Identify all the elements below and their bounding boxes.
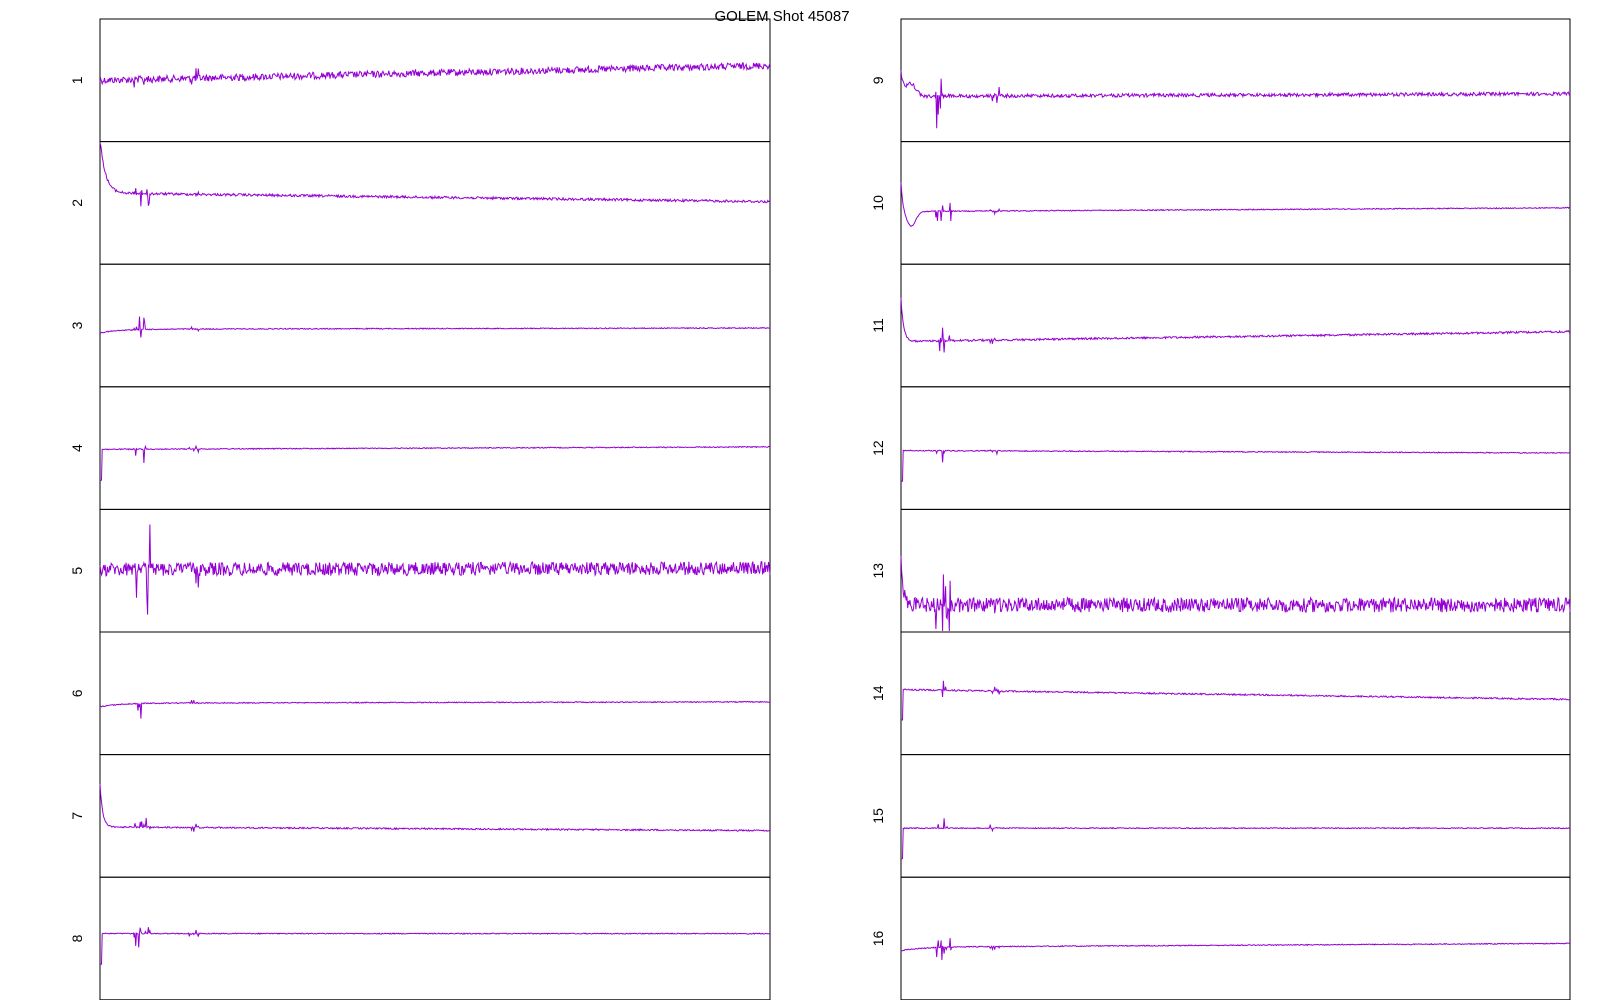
panel-frame-8 xyxy=(99,876,771,1000)
signal-trace-7 xyxy=(99,783,771,832)
panel-frame-11 xyxy=(900,263,1571,388)
signal-trace-14 xyxy=(901,680,1571,721)
panel-label-2: 2 xyxy=(69,199,85,207)
panel-label-13: 13 xyxy=(870,563,886,579)
signal-trace-11 xyxy=(900,297,1571,353)
panel-label-9: 9 xyxy=(870,76,886,84)
panel-label-1: 1 xyxy=(69,76,85,84)
signal-trace-16 xyxy=(900,938,1570,961)
signal-trace-4 xyxy=(99,444,771,481)
panel-label-3: 3 xyxy=(69,321,85,329)
signal-trace-1 xyxy=(99,62,771,88)
panel-label-15: 15 xyxy=(870,808,886,824)
panel-frame-3 xyxy=(99,263,771,388)
panel-frame-12 xyxy=(900,386,1571,510)
panel-frame-9 xyxy=(900,18,1571,143)
panel-frame-10 xyxy=(900,141,1571,265)
panel-label-10: 10 xyxy=(870,195,886,211)
panel-frame-16 xyxy=(900,876,1571,1000)
panel-frame-14 xyxy=(900,631,1571,756)
signal-trace-13 xyxy=(900,555,1571,632)
panel-frame-13 xyxy=(900,508,1571,633)
panel-frame-2 xyxy=(99,141,771,265)
panel-label-8: 8 xyxy=(69,934,85,942)
panel-frame-7 xyxy=(99,754,771,878)
signal-trace-6 xyxy=(99,699,771,719)
signal-trace-15 xyxy=(900,818,1571,860)
panel-label-16: 16 xyxy=(870,931,886,947)
signal-trace-9 xyxy=(900,70,1571,129)
panel-label-6: 6 xyxy=(69,689,85,697)
panel-label-12: 12 xyxy=(870,440,886,456)
panel-label-11: 11 xyxy=(870,318,886,333)
panel-frame-15 xyxy=(900,754,1571,878)
panel-label-4: 4 xyxy=(69,444,85,452)
signal-trace-3 xyxy=(99,316,770,338)
chart-title: GOLEM Shot 45087 xyxy=(714,8,850,25)
panel-label-14: 14 xyxy=(870,685,886,701)
signal-trace-10 xyxy=(900,182,1571,227)
panel-frame-6 xyxy=(99,631,771,756)
panel-label-7: 7 xyxy=(69,812,85,820)
signal-trace-5 xyxy=(99,524,771,615)
signal-trace-8 xyxy=(99,927,771,966)
panel-label-5: 5 xyxy=(69,567,85,575)
signal-trace-12 xyxy=(900,449,1571,483)
signal-trace-2 xyxy=(99,142,771,207)
